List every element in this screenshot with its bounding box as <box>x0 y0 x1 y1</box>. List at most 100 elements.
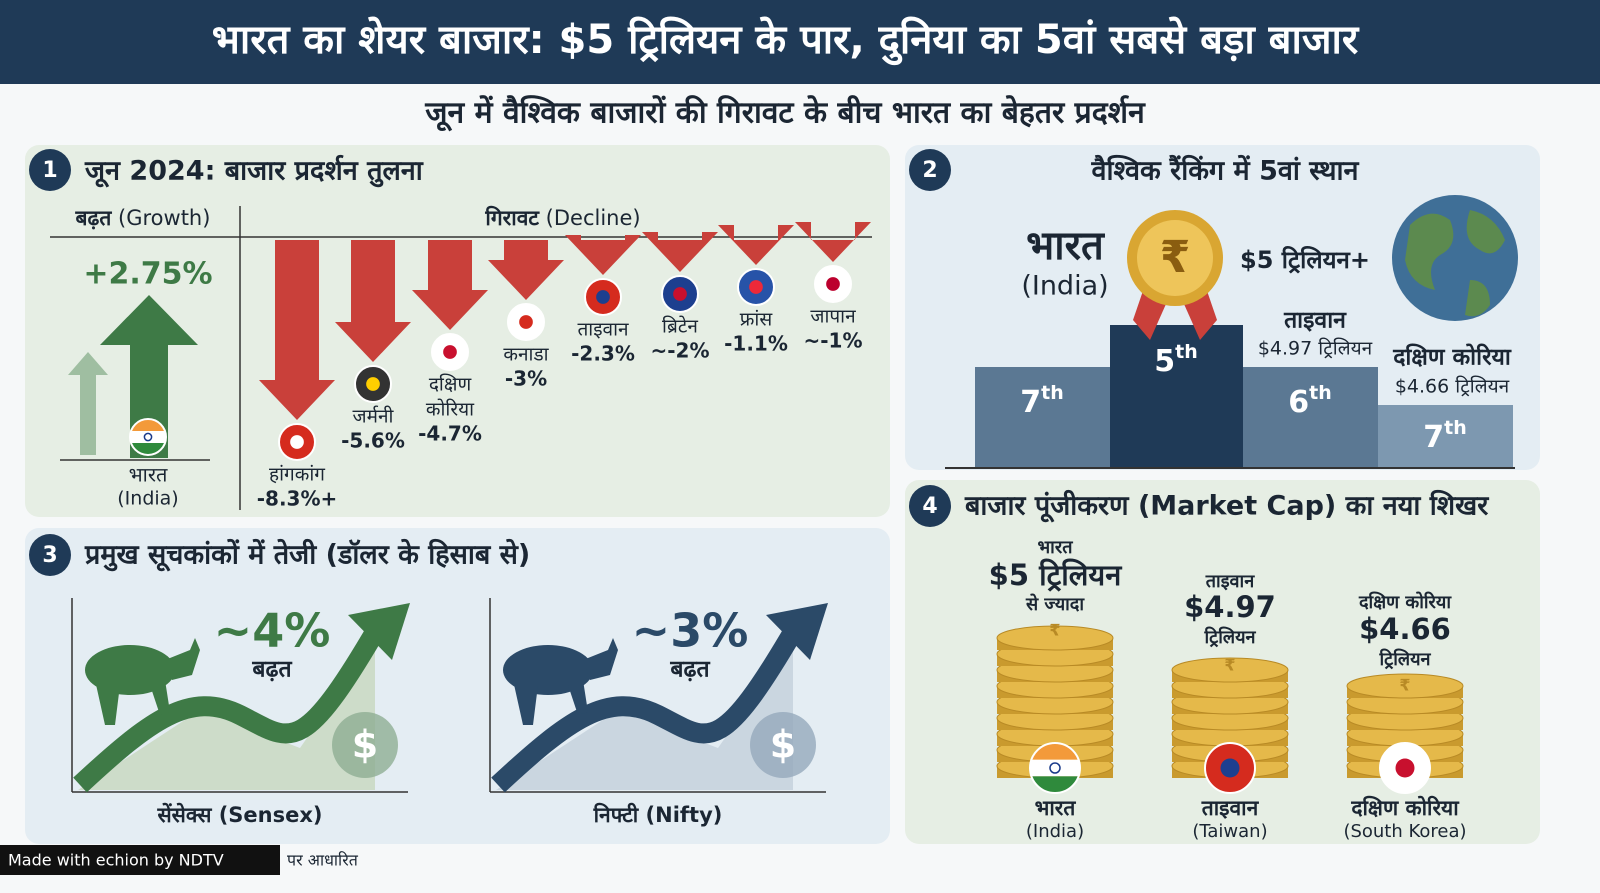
stack-top: ताइवान <box>1205 571 1255 592</box>
coin-symbol: $ <box>770 723 796 767</box>
decline-arrow <box>412 240 488 330</box>
trend-arrow <box>73 626 384 793</box>
rank-suffix: th <box>1041 382 1064 404</box>
coin <box>996 625 1114 651</box>
decline-arrow <box>488 240 564 300</box>
coin <box>1171 657 1289 683</box>
rank: 6th <box>1288 382 1331 420</box>
trend-arrow-head <box>348 603 410 660</box>
rank-suffix: th <box>1309 382 1332 404</box>
stack-value: $4.66 <box>1359 612 1451 646</box>
section-number: 2 <box>922 158 937 183</box>
country-name-en: (India) <box>117 488 178 510</box>
coin <box>750 712 816 778</box>
stack-bottom: ट्रिलियन <box>1203 626 1256 648</box>
country-name: ताइवान <box>1283 308 1347 334</box>
flag-stripe <box>130 431 166 443</box>
subtitle: जून में वैश्विक बाजारों की गिरावट के बीच… <box>424 95 1146 132</box>
flag-emblem <box>366 377 380 391</box>
flag-chakra <box>1049 762 1061 774</box>
coin-symbol: $ <box>352 723 378 767</box>
rank: 5th <box>1154 341 1197 379</box>
section-number: 1 <box>42 158 57 183</box>
country-name: ब्रिटेन <box>662 315 698 338</box>
medal-symbol: ₹ <box>1160 232 1191 283</box>
decline-value: -1.1% <box>724 332 788 356</box>
growth-value: ~3% <box>632 604 749 658</box>
country-name-en: (Taiwan) <box>1192 821 1267 842</box>
rank: 7th <box>1423 417 1466 455</box>
podium-block <box>1243 367 1378 467</box>
country-name: फ्रांस <box>740 309 774 331</box>
country-name-en: (South Korea) <box>1343 821 1466 842</box>
badge <box>0 845 280 875</box>
decline-arrow <box>642 232 718 272</box>
country-name-en: (India) <box>1026 821 1084 842</box>
stack-top: दक्षिण कोरिया <box>1358 591 1452 613</box>
flag-emblem <box>443 345 457 359</box>
bull-head <box>165 638 200 680</box>
trend-arrow-head <box>766 603 828 660</box>
header-bar <box>0 0 1600 84</box>
flag-border <box>1029 742 1081 794</box>
flag-emblem <box>673 287 687 301</box>
flag-emblem <box>1220 758 1240 778</box>
stack-bottom: ट्रिलियन <box>1378 648 1431 670</box>
decline-value: -4.7% <box>418 422 482 446</box>
label: बढ़त <box>75 206 113 230</box>
country-name: दक्षिण <box>429 373 472 396</box>
growth-value: ~4% <box>214 604 331 658</box>
flag-chakra <box>143 432 153 442</box>
index-name: सेंसेक्स (Sensex) <box>156 802 322 827</box>
coin <box>332 712 398 778</box>
flag-emblem <box>596 290 610 304</box>
stack-value: $4.97 <box>1184 590 1276 624</box>
stack-bottom: से ज्यादा <box>1025 593 1085 615</box>
decline-value: ~-1% <box>803 329 862 353</box>
decline-label: गिरावट (Decline) <box>484 205 640 230</box>
decline-arrow <box>795 222 871 262</box>
flag-emblem <box>749 280 763 294</box>
medal-inner <box>1137 220 1213 296</box>
country-name: दक्षिण कोरिया <box>1350 795 1460 820</box>
section-title: प्रमुख सूचकांकों में तेजी (डॉलर के हिसाब… <box>84 539 530 573</box>
stack-top: भारत <box>1038 537 1074 558</box>
decline-arrow <box>718 225 794 265</box>
podium-block <box>1378 405 1513 467</box>
decline-value: -2.3% <box>571 342 635 366</box>
section-badge <box>909 485 951 527</box>
growth-label: बढ़त <box>669 657 710 683</box>
globe-land <box>1405 210 1505 317</box>
rank-number: 6 <box>1288 385 1309 420</box>
decline-value: -5.6% <box>341 429 405 453</box>
decline-value: -3% <box>505 367 547 391</box>
coin-symbol: ₹ <box>1049 621 1060 640</box>
growth-arrow <box>100 295 198 458</box>
label: गिरावट <box>484 205 540 230</box>
section-title: जून 2024: बाजार प्रदर्शन तुलना <box>84 155 424 189</box>
market-value: $4.66 ट्रिलियन <box>1395 375 1510 398</box>
country-name: ताइवान <box>1201 796 1260 820</box>
flag-border <box>129 418 167 456</box>
coin <box>1346 673 1464 699</box>
growth-label: बढ़त <box>251 657 292 683</box>
growth-value: +2.75% <box>83 257 212 292</box>
rank-suffix: th <box>1175 341 1198 363</box>
podium-block <box>975 367 1110 467</box>
flag-emblem <box>1395 758 1415 778</box>
badge-text: Made with echion by NDTV <box>8 851 224 870</box>
section-number: 3 <box>42 543 57 568</box>
chart-area <box>78 640 375 790</box>
panel <box>25 145 890 517</box>
country-name-en: (India) <box>1021 271 1108 302</box>
section-title: वैश्विक रैंकिंग में 5वां स्थान <box>1091 155 1360 187</box>
rank-suffix: th <box>1444 417 1467 439</box>
stack-value: $5 ट्रिलियन <box>989 558 1123 592</box>
section-badge <box>29 149 71 191</box>
rank: 7th <box>1020 382 1063 420</box>
index-name: निफ्टी (Nifty) <box>593 802 723 827</box>
country-name: दक्षिण कोरिया <box>1392 343 1512 371</box>
decline-value: ~-2% <box>650 339 709 363</box>
coin-symbol: ₹ <box>1224 656 1235 675</box>
trend-arrow <box>491 626 802 793</box>
